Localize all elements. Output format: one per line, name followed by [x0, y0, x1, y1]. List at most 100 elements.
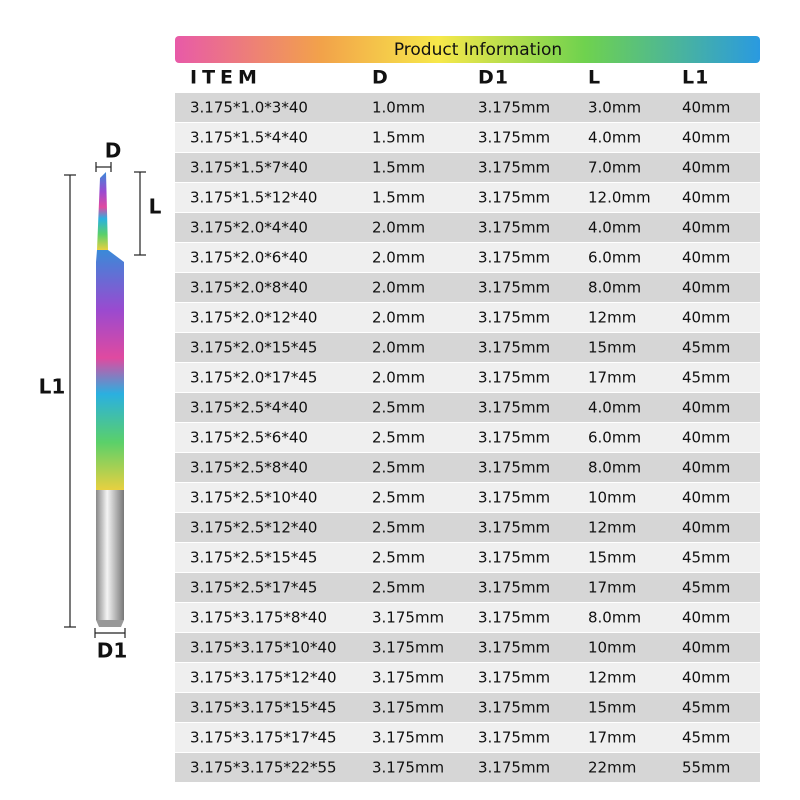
- cell: 17mm: [588, 579, 636, 597]
- shank-coated: [96, 250, 124, 490]
- drill-bit: [96, 172, 124, 627]
- cell: 2.0mm: [372, 339, 425, 357]
- cell: 2.0mm: [372, 279, 425, 297]
- row-background: [175, 633, 760, 662]
- cell: 1.5mm: [372, 159, 425, 177]
- cell: 3.175*3.175*10*40: [190, 639, 337, 657]
- cell: 22mm: [588, 759, 636, 777]
- cell: 3.175*2.5*10*40: [190, 489, 317, 507]
- row-background: [175, 243, 760, 272]
- cell: 3.175*2.5*8*40: [190, 459, 308, 477]
- cell: 8.0mm: [588, 279, 641, 297]
- cell: 6.0mm: [588, 249, 641, 267]
- cell: 2.5mm: [372, 459, 425, 477]
- cell: 2.5mm: [372, 489, 425, 507]
- cell: 2.5mm: [372, 549, 425, 567]
- cell: 10mm: [588, 489, 636, 507]
- flute: [97, 172, 108, 250]
- cell: 3.175*2.0*17*45: [190, 369, 317, 387]
- cell: 6.0mm: [588, 429, 641, 447]
- cell: 3.175*2.0*12*40: [190, 309, 317, 327]
- cell: 45mm: [682, 369, 730, 387]
- column-header: L1: [682, 67, 709, 89]
- row-background: [175, 723, 760, 752]
- cell: 2.0mm: [372, 249, 425, 267]
- cell: 40mm: [682, 189, 730, 207]
- cell: 40mm: [682, 249, 730, 267]
- cell: 40mm: [682, 459, 730, 477]
- cell: 2.0mm: [372, 309, 425, 327]
- row-background: [175, 393, 760, 422]
- row-background: [175, 303, 760, 332]
- row-background: [175, 753, 760, 782]
- cell: 40mm: [682, 159, 730, 177]
- column-header: ITEM: [190, 67, 262, 89]
- cell: 40mm: [682, 519, 730, 537]
- cell: 40mm: [682, 669, 730, 687]
- row-background: [175, 123, 760, 152]
- header-row: [175, 63, 760, 93]
- row-background: [175, 213, 760, 242]
- cell: 3.175mm: [478, 519, 550, 537]
- cell: 40mm: [682, 129, 730, 147]
- row-background: [175, 273, 760, 302]
- row-background: [175, 693, 760, 722]
- cell: 3.175*2.5*17*45: [190, 579, 317, 597]
- row-background: [175, 183, 760, 212]
- cell: 3.175mm: [478, 609, 550, 627]
- cell: 12.0mm: [588, 189, 651, 207]
- cell: 45mm: [682, 579, 730, 597]
- cell: 3.175mm: [478, 669, 550, 687]
- cell: 3.175*3.175*8*40: [190, 609, 327, 627]
- cell: 3.175mm: [478, 159, 550, 177]
- cell: 2.0mm: [372, 219, 425, 237]
- cell: 3.175mm: [478, 339, 550, 357]
- cell: 3.175*2.0*8*40: [190, 279, 308, 297]
- cell: 45mm: [682, 339, 730, 357]
- cell: 3.175*2.0*6*40: [190, 249, 308, 267]
- cell: 15mm: [588, 549, 636, 567]
- label-d1: D1: [97, 639, 128, 663]
- row-background: [175, 363, 760, 392]
- cell: 40mm: [682, 609, 730, 627]
- cell: 3.175*3.175*17*45: [190, 729, 337, 747]
- cell: 1.0mm: [372, 99, 425, 117]
- cell: 3.175mm: [478, 759, 550, 777]
- cell: 3.0mm: [588, 99, 641, 117]
- cell: 3.175mm: [478, 309, 550, 327]
- cell: 3.175*2.5*15*45: [190, 549, 317, 567]
- cell: 3.175mm: [478, 189, 550, 207]
- cell: 15mm: [588, 699, 636, 717]
- row-background: [175, 513, 760, 542]
- table-title: Product Information: [394, 40, 562, 60]
- cell: 55mm: [682, 759, 730, 777]
- cell: 4.0mm: [588, 129, 641, 147]
- cell: 10mm: [588, 639, 636, 657]
- row-background: [175, 153, 760, 182]
- cell: 3.175mm: [478, 99, 550, 117]
- cell: 17mm: [588, 369, 636, 387]
- row-background: [175, 93, 760, 122]
- title-bar: [175, 36, 760, 63]
- cell: 2.0mm: [372, 369, 425, 387]
- cell: 40mm: [682, 279, 730, 297]
- cell: 3.175*2.0*4*40: [190, 219, 308, 237]
- cell: 8.0mm: [588, 609, 641, 627]
- table: ITEM D D1 L L1 3.175*1.0*3*40 1.0mm 3.175mm 3.0m…: [175, 63, 760, 782]
- cell: 3.175mm: [478, 129, 550, 147]
- cell: 3.175mm: [478, 699, 550, 717]
- cell: 4.0mm: [588, 219, 641, 237]
- cell: 40mm: [682, 429, 730, 447]
- row-background: [175, 453, 760, 482]
- cell: 2.5mm: [372, 579, 425, 597]
- cell: 3.175*2.5*12*40: [190, 519, 317, 537]
- cell: 3.175mm: [478, 249, 550, 267]
- cell: 2.5mm: [372, 519, 425, 537]
- cell: 40mm: [682, 399, 730, 417]
- cell: 3.175mm: [478, 549, 550, 567]
- row-background: [175, 543, 760, 572]
- cell: 2.5mm: [372, 399, 425, 417]
- shank-end: [96, 620, 124, 627]
- label-d: D: [105, 139, 122, 163]
